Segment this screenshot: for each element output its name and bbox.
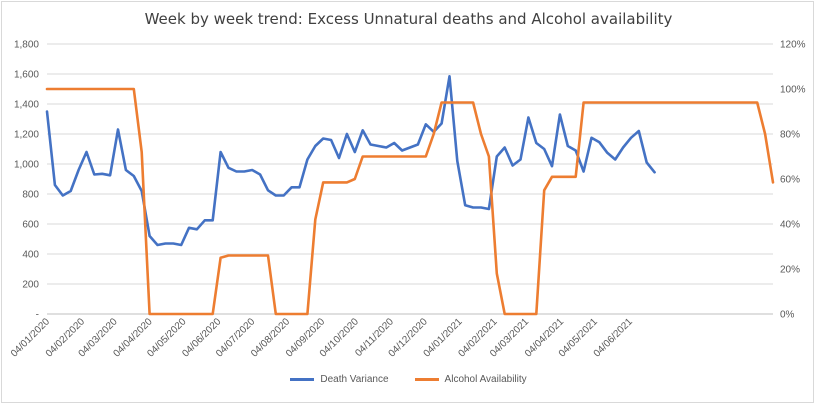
y-tick-label: 600 — [22, 220, 39, 231]
legend-label-alcohol-availability: Alcohol Availability — [444, 374, 527, 385]
y2-tick-label: 0% — [780, 310, 795, 321]
y-axis-left-labels: - 200 400 600 800 1,000 1,200 1,400 1,600 1,800 — [14, 40, 39, 321]
gridlines — [47, 43, 773, 315]
y-tick-label: 400 — [22, 250, 39, 261]
legend-swatch-death-variance — [290, 378, 315, 381]
series-lines — [45, 75, 775, 316]
y-axis-right-labels: 0% 20% 40% 60% 80% 100% 120% — [780, 40, 806, 321]
y-tick-label: 1,200 — [14, 130, 39, 141]
y-tick-label: 1,000 — [14, 160, 39, 171]
series-line-death-variance — [45, 75, 656, 247]
y-tick-label: 200 — [22, 280, 39, 291]
y2-tick-label: 80% — [780, 130, 800, 141]
y2-tick-label: 60% — [780, 175, 800, 186]
y-tick-label: 1,400 — [14, 100, 39, 111]
y-tick-label: - — [36, 310, 39, 321]
y2-tick-label: 120% — [780, 40, 806, 51]
legend-swatch-alcohol-availability — [414, 378, 439, 381]
legend-item-alcohol-availability: Alcohol Availability — [414, 374, 527, 385]
y2-tick-label: 40% — [780, 220, 800, 231]
y-tick-label: 1,600 — [14, 70, 39, 81]
legend: Death Variance Alcohol Availability — [0, 374, 817, 385]
series-line-alcohol-availability — [45, 87, 775, 316]
y2-tick-label: 100% — [780, 85, 806, 96]
legend-item-death-variance: Death Variance — [290, 374, 389, 385]
y-tick-label: 800 — [22, 190, 39, 201]
legend-label-death-variance: Death Variance — [320, 374, 389, 385]
y2-tick-label: 20% — [780, 265, 800, 276]
chart-title: Week by week trend: Excess Unnatural dea… — [144, 10, 673, 28]
y-tick-label: 1,800 — [14, 40, 39, 51]
x-axis-labels: 04/01/202004/02/202004/03/202004/04/2020… — [9, 316, 635, 359]
